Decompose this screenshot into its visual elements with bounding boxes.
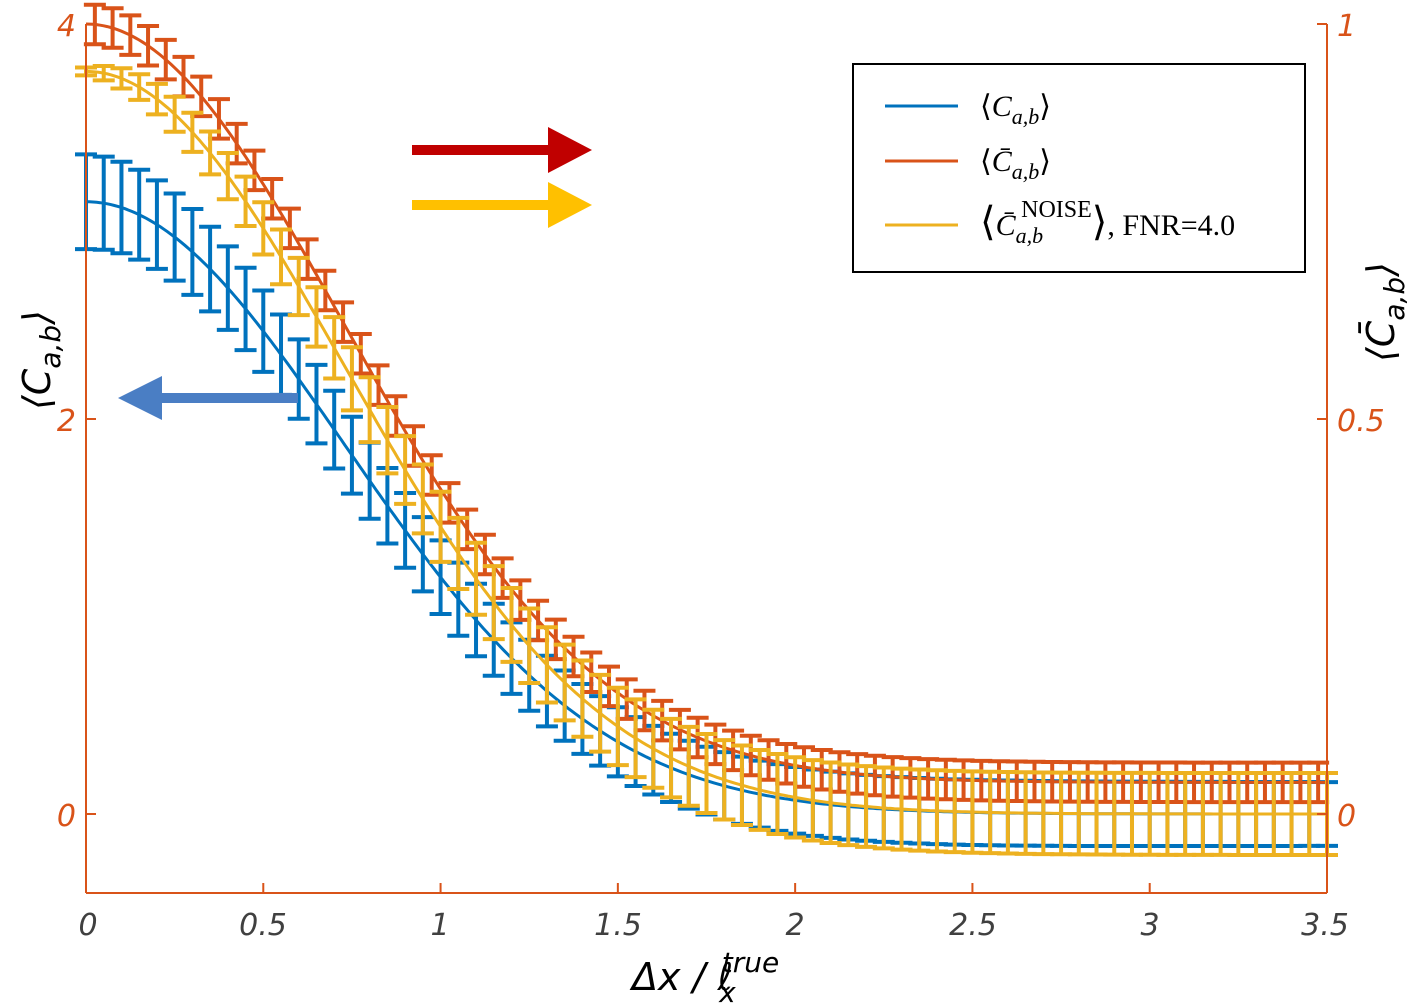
x-tick-labels: 0 0.5 1 1.5 2 2.5 3 3.5: [78, 908, 1348, 943]
legend-label-sub: a,b: [1016, 223, 1044, 248]
legend-label-main: C: [992, 90, 1013, 123]
y-left-tick-label: 0: [57, 799, 76, 834]
arrow-head: [118, 376, 162, 420]
right-axis-arrow-red: [412, 127, 592, 173]
y-right-tick-labels: 0 0.5 1: [1337, 9, 1385, 834]
y-left-tick-label: 2: [57, 404, 76, 439]
x-tick-label: 1.5: [594, 908, 642, 943]
x-axis-label-sup: true: [722, 946, 779, 979]
series-line: [86, 200, 1327, 816]
y-right-tick-label: 1: [1337, 9, 1356, 44]
series-line: [85, 69, 1327, 816]
plot-frame: [85, 24, 1328, 894]
x-tick-label: 2: [785, 908, 804, 943]
arrow-head: [548, 127, 592, 173]
x-axis-label-main: Δx / ℓ: [629, 955, 733, 999]
y-right-label-close: ⟩: [1359, 262, 1403, 278]
legend-label-sup: NOISE: [1021, 197, 1092, 223]
x-tick-label: 2.5: [949, 908, 997, 943]
x-axis-label-sub: x: [718, 976, 736, 1008]
y-right-tick-label: 0: [1337, 799, 1356, 834]
left-axis-arrow-blue: [118, 376, 298, 420]
y-left-tick-labels: 0 2 4: [57, 9, 76, 834]
svg-text:⟨C̄a,b⟩: ⟨C̄a,b⟩: [1359, 262, 1410, 362]
annotation-arrows: [118, 127, 592, 420]
legend-label-main: C̄: [992, 145, 1013, 178]
x-axis-label: Δx / ℓxtrue: [629, 946, 779, 1008]
y-right-axis-label: ⟨C̄a,b⟩: [1359, 262, 1410, 362]
x-tick-label: 3.5: [1301, 908, 1349, 943]
svg-text:⟨Ca,b⟩: ⟨Ca,b⟩: [15, 310, 67, 410]
y-right-tick-label: 0.5: [1337, 404, 1385, 439]
tick-layer: [85, 23, 1328, 893]
legend-label: ⟨C̄a,bNOISE⟩, FNR=4.0: [980, 197, 1235, 248]
x-tick-label: 1: [430, 908, 449, 943]
legend: ⟨Ca,b⟩ ⟨C̄a,b⟩ ⟨C̄a,bNOISE⟩, FNR=4.0: [852, 63, 1306, 273]
y-right-label-main: ⟨C̄: [1359, 320, 1403, 362]
x-tick-label: 0: [78, 908, 97, 943]
legend-label: ⟨Ca,b⟩: [980, 90, 1051, 129]
legend-label-sub: a,b: [1012, 159, 1040, 184]
y-left-label-main: ⟨C: [15, 368, 59, 410]
legend-box: [852, 63, 1306, 273]
y-left-label-sub: a,b: [34, 325, 67, 369]
y-right-label-sub: a,b: [1378, 277, 1410, 321]
legend-entry-yellow: ⟨C̄a,bNOISE⟩, FNR=4.0: [885, 197, 1235, 248]
x-tick-label: 3: [1140, 908, 1159, 943]
right-axis-arrow-yellow: [412, 182, 592, 228]
legend-label-sub: a,b: [1012, 104, 1040, 129]
y-left-axis-label: ⟨Ca,b⟩: [15, 310, 67, 410]
legend-label-main: C̄: [996, 209, 1017, 242]
y-left-label-close: ⟩: [15, 310, 59, 326]
series-2: [75, 63, 1338, 858]
series-layer: [75, 2, 1338, 858]
arrow-head: [548, 182, 592, 228]
x-tick-label: 0.5: [239, 908, 287, 943]
y-left-tick-label: 4: [57, 9, 76, 44]
legend-entry-blue: ⟨Ca,b⟩: [885, 90, 1051, 129]
legend-label-suffix: , FNR=4.0: [1107, 209, 1235, 242]
